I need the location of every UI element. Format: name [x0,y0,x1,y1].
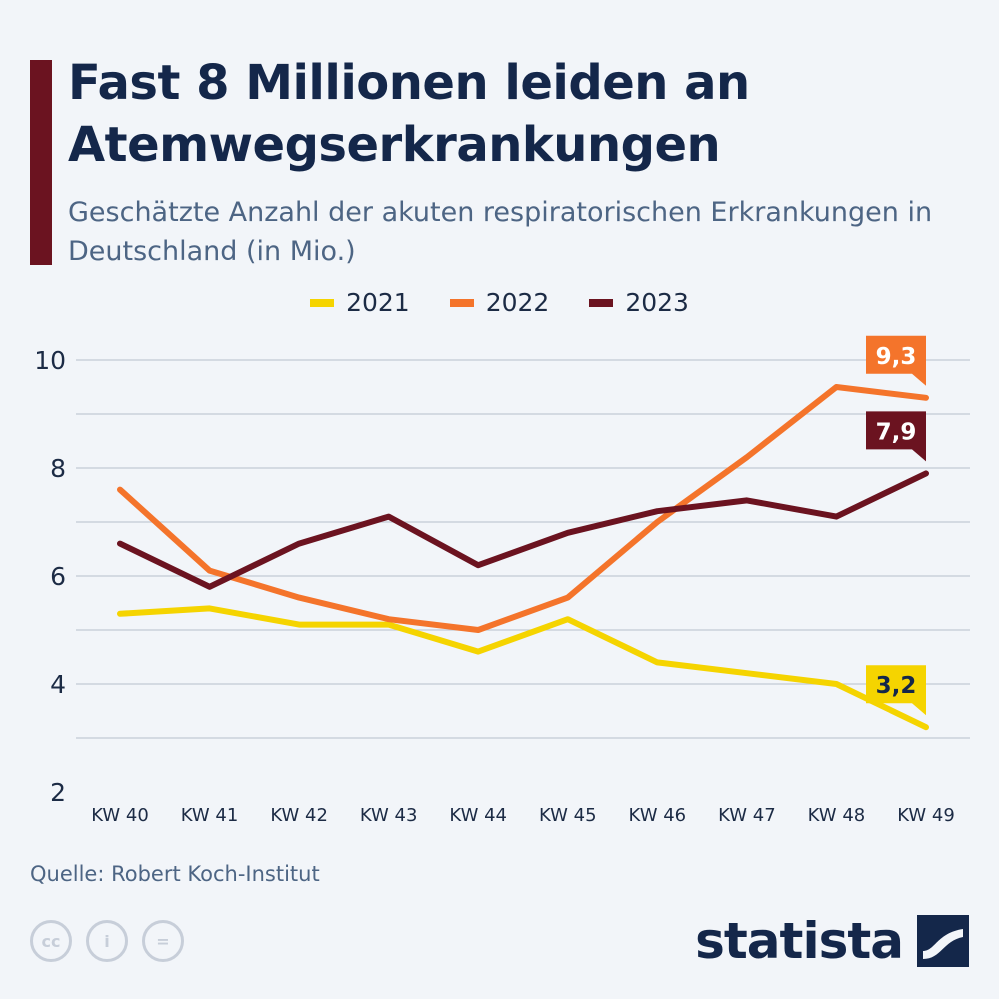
x-tick-label: KW 47 [718,805,776,826]
legend-label-2023: 2023 [625,288,689,317]
chart-subtitle: Geschätzte Anzahl der akuten respiratori… [68,197,933,267]
license-icons: cc i = [30,920,184,962]
x-tick-label: KW 49 [897,805,955,826]
end-label-2021: 3,2 [866,665,926,716]
x-tick-label: KW 46 [629,805,687,826]
y-tick-label: 6 [50,562,66,591]
end-label-text-2021: 3,2 [876,673,917,699]
x-tick-label: KW 45 [539,805,597,826]
title-accent-bar [30,60,52,265]
statista-logo: statista [695,912,969,970]
legend-swatch-2023 [589,298,614,307]
cc-icon: cc [30,920,72,962]
end-label-box-2022 [866,335,926,386]
legend-label-2022: 2022 [485,288,550,317]
y-tick-label: 8 [50,454,66,483]
end-label-2022: 9,3 [866,335,926,386]
x-tick-label: KW 43 [360,805,418,826]
y-tick-label: 4 [50,670,66,699]
chart-title: Fast 8 Millionen leiden an Atemwegserkra… [68,55,750,173]
x-tick-label: KW 41 [181,805,239,826]
end-label-2023: 7,9 [866,411,926,462]
by-icon: i [86,920,128,962]
line-chart: 2 4 6 8 10 KW 40 KW 41 KW 42 KW 43 KW 44 KW 45 KW 4… [34,335,970,826]
end-label-box-2023 [866,411,926,462]
series-line-2022 [117,384,929,633]
x-tick-label: KW 42 [270,805,328,826]
legend-item-2021: 2021 [310,288,410,317]
y-tick-label: 10 [34,346,66,375]
end-label-text-2023: 7,9 [876,419,917,445]
end-label-text-2022: 9,3 [876,344,917,370]
statista-mark-icon [917,915,969,967]
y-tick-label: 2 [50,778,66,807]
x-tick-label: KW 44 [449,805,507,826]
legend-label-2021: 2021 [346,288,410,317]
end-label-box-2021 [866,665,926,716]
brand-wordmark: statista [695,912,904,970]
x-tick-label: KW 40 [91,805,149,826]
legend: 2021 2022 2023 [0,288,999,317]
legend-swatch-2021 [310,298,335,307]
legend-item-2022: 2022 [449,288,550,317]
nd-icon: = [142,920,184,962]
legend-item-2023: 2023 [589,288,689,317]
source-note: Quelle: Robert Koch-Institut [30,862,320,886]
series-line-2021 [117,605,929,731]
series-line-2023 [117,470,929,590]
x-tick-label: KW 48 [808,805,866,826]
legend-swatch-2022 [449,298,474,307]
